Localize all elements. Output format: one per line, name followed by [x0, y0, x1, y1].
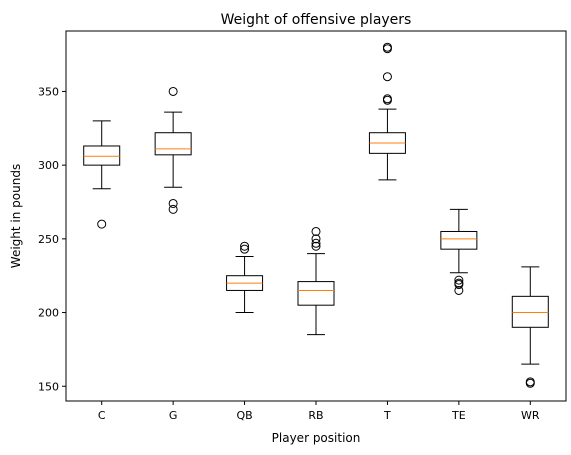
- y-tick-label-300: 300: [38, 159, 59, 172]
- x-tick-label-C: C: [98, 409, 106, 422]
- iqr-box-G: [154, 132, 192, 156]
- box-T: [368, 42, 406, 181]
- outlier-G-1: [168, 198, 178, 208]
- outlier-T-1: [382, 44, 392, 54]
- outlier-RB-3: [311, 241, 321, 251]
- box-G: [154, 86, 192, 214]
- box-C: [83, 120, 121, 229]
- x-tick-label-T: T: [383, 409, 391, 422]
- x-tick-label-G: G: [169, 409, 178, 422]
- y-tick-label-200: 200: [38, 307, 59, 320]
- y-tick-label-150: 150: [38, 380, 59, 393]
- outlier-RB-1: [311, 234, 321, 244]
- outlier-TE-2: [454, 280, 464, 290]
- outlier-RB-0: [311, 226, 321, 236]
- x-tick-label-RB: RB: [308, 409, 323, 422]
- iqr-box-WR: [511, 295, 549, 328]
- outlier-C-0: [97, 219, 107, 229]
- chart-title: Weight of offensive players: [221, 12, 412, 28]
- box-TE: [440, 208, 478, 295]
- x-tick-label-TE: TE: [451, 409, 466, 422]
- box-WR: [511, 266, 549, 388]
- y-tick-label-350: 350: [38, 85, 59, 98]
- iqr-box-C: [83, 145, 121, 166]
- y-axis-label: Weight in pounds: [9, 164, 23, 268]
- plot-frame: [65, 30, 567, 402]
- box-QB: [226, 241, 264, 314]
- outlier-G-0: [168, 86, 178, 96]
- outlier-TE-0: [454, 275, 464, 285]
- outlier-G-2: [168, 204, 178, 214]
- x-axis-label: Player position: [272, 431, 361, 445]
- outlier-QB-0: [240, 241, 250, 251]
- outlier-T-4: [382, 95, 392, 105]
- x-axis: C G QB RB T TE WR: [98, 401, 540, 422]
- outlier-QB-1: [240, 244, 250, 254]
- outlier-TE-3: [454, 285, 464, 295]
- y-tick-label-250: 250: [38, 233, 59, 246]
- outlier-T-2: [382, 72, 392, 82]
- outlier-RB-2: [311, 238, 321, 248]
- y-axis: 150 200 250 300 350: [38, 85, 66, 393]
- x-tick-label-WR: WR: [521, 409, 540, 422]
- plot-area: [83, 42, 549, 388]
- outlier-WR-1: [525, 378, 535, 388]
- iqr-box-TE: [440, 230, 478, 250]
- x-tick-label-QB: QB: [236, 409, 252, 422]
- iqr-box-RB: [297, 281, 335, 306]
- box-RB: [297, 226, 335, 336]
